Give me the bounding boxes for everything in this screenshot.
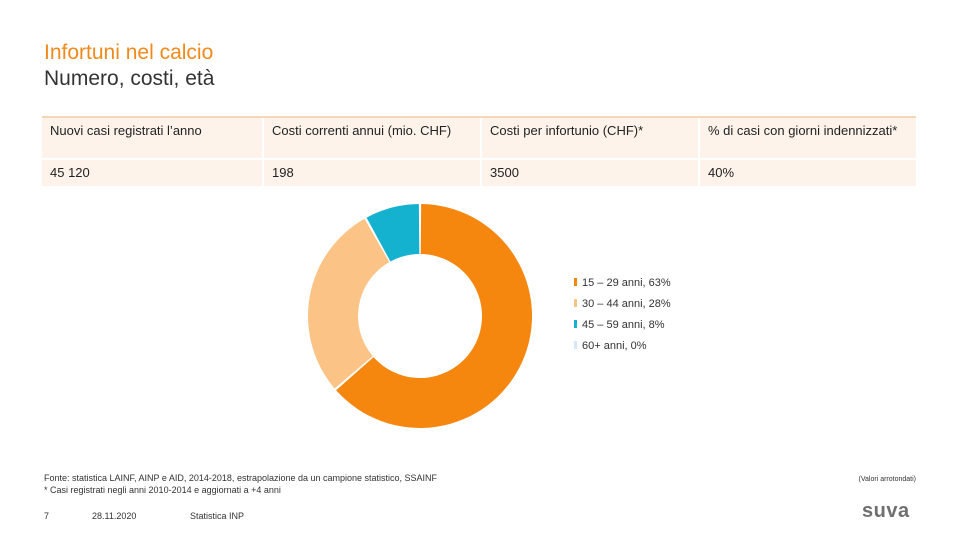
footer-label: Statistica INP: [190, 511, 245, 521]
legend-item: 30 – 44 anni, 28%: [574, 297, 671, 318]
suva-logo: suva: [862, 500, 910, 522]
legend-swatch: [574, 278, 577, 286]
page-number: 7: [44, 511, 50, 521]
table-cell: 40%: [698, 159, 916, 186]
table-cell: 198: [262, 159, 481, 186]
footnote-text: * Casi registrati negli anni 2010-2014 e…: [44, 485, 281, 495]
legend-label: 60+ anni, 0%: [582, 340, 647, 352]
slide-title: Infortuni nel calcio Numero, costi, età: [44, 40, 214, 92]
column-header: Nuovi casi registrati l’anno: [42, 116, 263, 160]
source-note: Fonte: statistica LAINF, AINP e AID, 201…: [44, 472, 437, 496]
legend-label: 45 – 59 anni, 8%: [582, 319, 665, 331]
legend-swatch: [574, 341, 577, 349]
legend-label: 30 – 44 anni, 28%: [582, 298, 671, 310]
donut-slice: [366, 204, 420, 262]
table-header-row: Nuovi casi registrati l’anno Costi corre…: [42, 116, 916, 160]
table-cell: 45 120: [42, 159, 263, 186]
column-header: % di casi con giorni indennizzati*: [698, 116, 916, 160]
column-header: Costi correnti annui (mio. CHF): [262, 116, 481, 160]
footer-date: 28.11.2020: [92, 511, 137, 521]
legend-item: 45 – 59 anni, 8%: [574, 318, 671, 339]
chart-legend: 15 – 29 anni, 63% 30 – 44 anni, 28% 45 – 5…: [574, 276, 671, 360]
legend-label: 15 – 29 anni, 63%: [582, 277, 671, 289]
column-header: Costi per infortunio (CHF)*: [480, 116, 699, 160]
legend-swatch: [574, 320, 577, 328]
donut-slice: [336, 204, 532, 428]
age-donut-chart: [307, 204, 532, 428]
rounded-values-note: (Valori arrotondati): [858, 476, 916, 483]
stats-table: Nuovi casi registrati l’anno Costi corre…: [42, 116, 916, 186]
page-title: Infortuni nel calcio: [44, 41, 214, 64]
legend-item: 15 – 29 anni, 63%: [574, 276, 671, 297]
legend-item: 60+ anni, 0%: [574, 339, 671, 360]
donut-slice: [307, 218, 390, 389]
page-subtitle: Numero, costi, età: [44, 67, 215, 90]
legend-swatch: [574, 299, 577, 307]
table-cell: 3500: [480, 159, 699, 186]
table-row: 45 120 198 3500 40%: [42, 159, 916, 186]
source-text: Fonte: statistica LAINF, AINP e AID, 201…: [44, 473, 438, 483]
